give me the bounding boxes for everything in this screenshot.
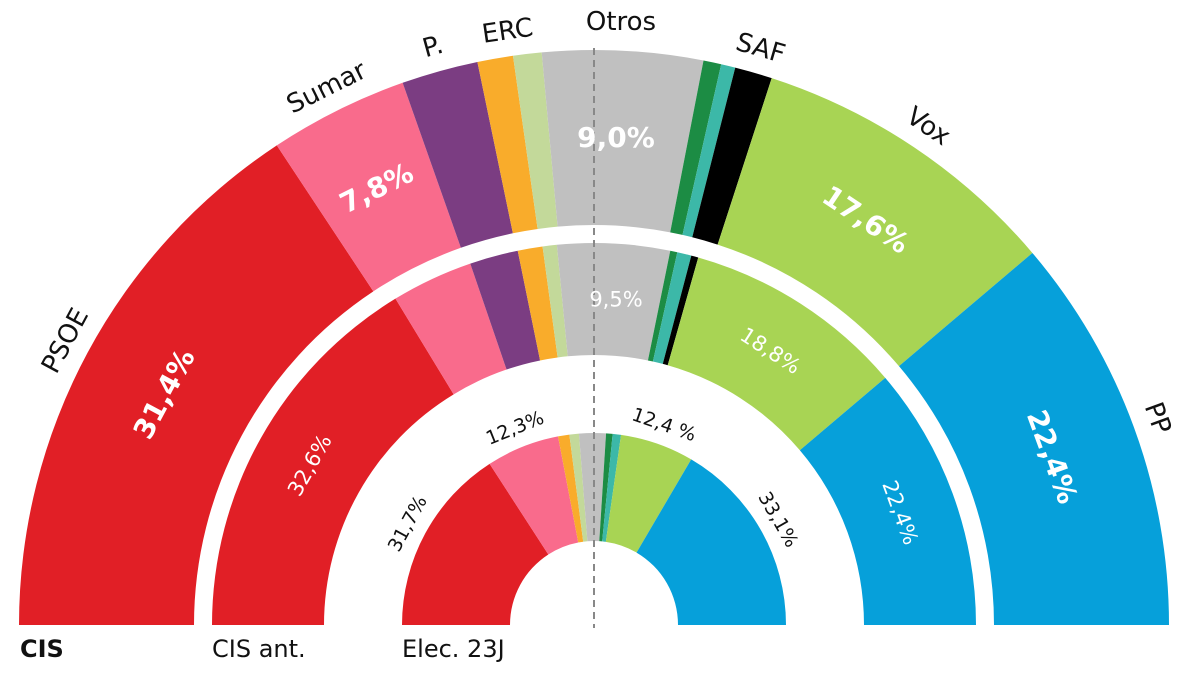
- segment-cis-ant--otros: [556, 243, 671, 361]
- segment-cis-ant--darkgreen: [647, 250, 678, 362]
- segment-elec-23j-sumar: [489, 436, 579, 555]
- segment-elec-23j-darkgreen: [599, 433, 613, 542]
- segment-cis-ant--pp: [799, 377, 976, 625]
- segment-cis-sumar: [276, 82, 461, 292]
- party-label-podemos: P.: [419, 30, 446, 64]
- value-label: 9,5%: [589, 287, 642, 311]
- segment-cis-saf: [692, 67, 772, 245]
- segment-cis-lightgreen: [512, 52, 558, 229]
- segment-cis-darkgreen: [670, 60, 722, 235]
- segment-elec-23j-lightgreen: [569, 433, 588, 542]
- party-label-pp: PP: [1138, 398, 1177, 438]
- segment-cis-ant--lightgreen: [542, 244, 568, 358]
- segment-cis-otros: [541, 49, 704, 233]
- segment-cis-teal: [682, 64, 736, 238]
- segment-elec-23j-erc: [558, 434, 584, 543]
- segment-cis-podemos: [402, 61, 513, 248]
- segment-elec-23j-otros: [578, 433, 607, 542]
- segment-cis-ant--vox: [667, 257, 886, 451]
- ring-label-cis-ant: CIS ant.: [212, 635, 306, 663]
- party-label-saf: SAF: [732, 27, 788, 70]
- party-label-erc: ERC: [480, 13, 535, 50]
- segment-elec-23j-pp: [636, 459, 786, 625]
- segment-cis-vox: [717, 78, 1033, 367]
- segment-cis-erc: [477, 55, 538, 234]
- segment-elec-23j-psoe: [402, 463, 549, 625]
- segment-cis-ant--teal: [652, 252, 692, 364]
- segment-cis-pp: [898, 252, 1169, 626]
- ring-label-cis: CIS: [20, 635, 64, 663]
- ring-label-elec-23j: Elec. 23J: [402, 635, 505, 663]
- party-label-otros: Otros: [586, 7, 656, 37]
- segment-cis-ant--sumar: [395, 263, 507, 395]
- segment-cis-ant--podemos: [470, 250, 541, 370]
- segment-cis-ant--saf: [662, 255, 699, 366]
- segment-cis-ant--erc: [517, 246, 558, 361]
- segment-elec-23j-vox: [605, 434, 692, 553]
- segment-elec-23j-teal: [602, 433, 622, 542]
- segment-cis-psoe: [19, 145, 374, 625]
- segment-cis-ant--psoe: [212, 298, 454, 625]
- value-label: 9,0%: [577, 121, 655, 154]
